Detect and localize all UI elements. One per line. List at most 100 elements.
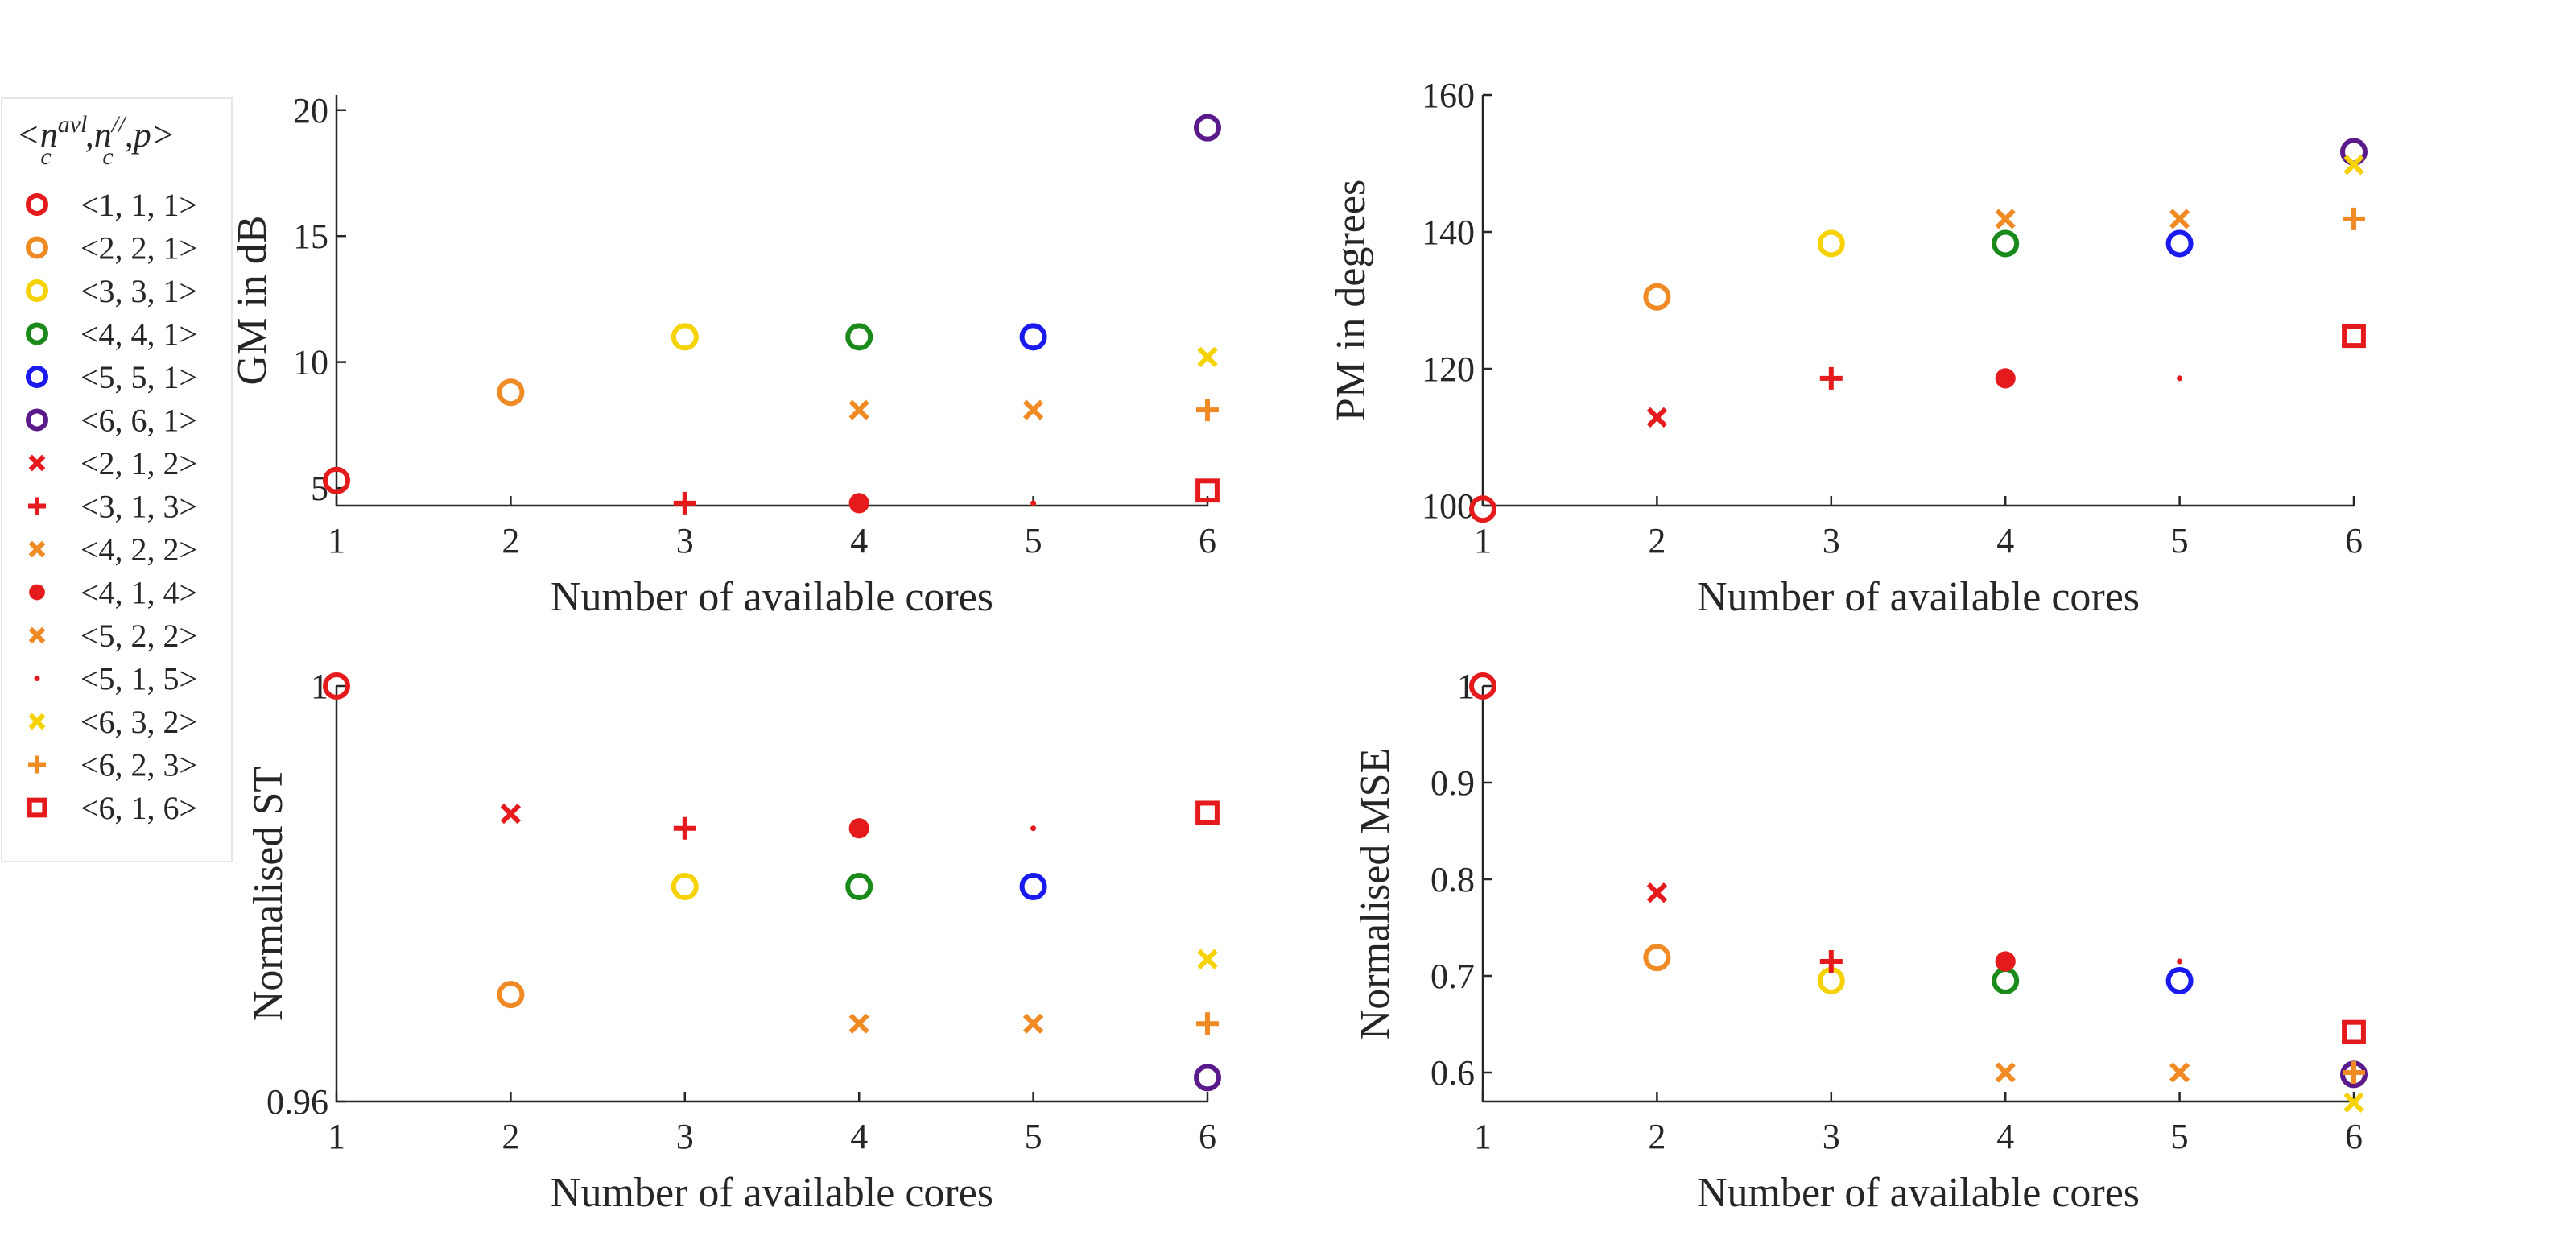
legend-item: <2, 2, 1> <box>26 230 197 267</box>
data-point <box>1646 882 1668 903</box>
data-point <box>1819 950 1843 973</box>
y-tick-label: 100 <box>1422 486 1475 526</box>
data-point <box>1030 500 1037 506</box>
data-point <box>1817 967 1845 994</box>
data-point <box>1469 672 1496 700</box>
legend-item: <6, 3, 2> <box>28 704 197 740</box>
data-point <box>1992 229 2020 258</box>
legend-marker-circle <box>26 366 48 388</box>
legend-title: <navl c,n//c,p> <box>16 111 175 170</box>
x-tick-label: 2 <box>502 1117 519 1156</box>
x-tick-label: 3 <box>1823 1117 1840 1156</box>
data-point <box>845 872 873 900</box>
data-point <box>1995 1062 2016 1083</box>
legend-item-label: <5, 1, 5> <box>80 661 197 697</box>
x-tick-label: 6 <box>2345 521 2363 560</box>
y-tick-label: 0.9 <box>1430 763 1475 803</box>
legend-item: <5, 5, 1> <box>26 359 197 395</box>
legend-item: <4, 1, 4> <box>29 575 197 611</box>
data-point <box>1992 967 2020 994</box>
x-tick-label: 5 <box>1025 1117 1042 1156</box>
data-point <box>1195 800 1220 825</box>
legend-item-label: <4, 1, 4> <box>80 575 197 611</box>
data-point <box>2177 958 2183 965</box>
legend-item: <5, 1, 5> <box>34 661 197 697</box>
legend-item-label: <5, 2, 2> <box>80 618 197 654</box>
data-point <box>1019 323 1047 351</box>
y-axis-label: PM in degrees <box>1328 180 1374 421</box>
data-point <box>1196 399 1219 422</box>
y-tick-label: 10 <box>293 343 328 382</box>
y-tick-label: 0.6 <box>1430 1053 1475 1093</box>
legend-box <box>1 97 233 862</box>
data-point <box>2165 229 2194 258</box>
data-point <box>2343 1092 2364 1113</box>
data-point <box>1646 407 1668 428</box>
data-point <box>497 981 525 1009</box>
data-point <box>1469 495 1496 523</box>
y-tick-label: 0.8 <box>1430 860 1475 899</box>
data-point <box>1995 951 2016 972</box>
legend-marker-x <box>28 454 46 472</box>
x-tick-label: 1 <box>328 521 345 560</box>
legend-item: <3, 3, 1> <box>26 273 197 309</box>
x-tick-label: 4 <box>850 1117 868 1156</box>
y-tick-label: 20 <box>293 91 328 130</box>
legend-item: <2, 1, 2> <box>28 445 197 482</box>
legend-item-label: <4, 4, 1> <box>80 316 197 353</box>
legend: <navl c,n//c,p> <1, 1, 1> <2, 2, 1> <3, 3, 1… <box>1 97 233 862</box>
y-tick-label: 160 <box>1422 76 1475 115</box>
x-tick-label: 5 <box>2171 521 2189 560</box>
legend-marker-x <box>28 540 46 558</box>
data-point <box>1030 825 1037 832</box>
x-tick-label: 3 <box>676 1117 694 1156</box>
x-axis-label: Number of available cores <box>551 574 993 620</box>
data-point <box>1022 1013 1044 1034</box>
legend-marker-x <box>28 626 46 644</box>
legend-item-label: <4, 2, 2> <box>80 531 197 568</box>
data-point <box>1197 346 1218 368</box>
data-point <box>1197 949 1218 969</box>
data-point <box>1995 368 2016 389</box>
data-point <box>848 1013 869 1034</box>
x-tick-label: 6 <box>1199 521 1216 560</box>
y-axis-label: Normalised MSE <box>1352 748 1398 1040</box>
data-point <box>1817 229 1845 258</box>
legend-item: <6, 1, 6> <box>27 790 197 826</box>
x-tick-label: 5 <box>2171 1117 2189 1156</box>
legend-item: <3, 1, 3> <box>28 489 197 525</box>
data-point <box>671 872 699 900</box>
legend-marker-circle <box>26 193 48 216</box>
legend-item-label: <6, 3, 2> <box>80 704 197 740</box>
legend-item-label: <6, 6, 1> <box>80 403 197 439</box>
x-tick-label: 3 <box>676 521 694 560</box>
data-point <box>848 493 869 514</box>
data-point <box>2343 1061 2365 1084</box>
y-tick-label: 15 <box>293 217 328 256</box>
legend-item: <4, 2, 2> <box>28 531 197 568</box>
chart-panel-4: 1 2 3 4 5 6 0.6 0.7 0.8 0.9 1 Number of available c… <box>1352 667 2368 1216</box>
data-point <box>1196 1012 1219 1035</box>
y-tick-label: 1 <box>1457 667 1475 706</box>
x-tick-label: 4 <box>1996 1117 2014 1156</box>
data-point <box>323 466 350 494</box>
x-tick-label: 4 <box>850 521 868 560</box>
legend-item: <6, 6, 1> <box>26 403 197 439</box>
x-tick-label: 1 <box>328 1117 345 1156</box>
data-point <box>2165 967 2194 994</box>
data-point <box>500 804 522 825</box>
x-tick-label: 4 <box>1996 521 2014 560</box>
y-tick-label: 140 <box>1422 213 1475 252</box>
legend-item-label: <5, 5, 1> <box>80 359 197 395</box>
legend-marker-circle <box>26 322 48 345</box>
legend-marker-circle <box>26 279 48 302</box>
data-point <box>2343 207 2365 230</box>
data-point <box>1194 1064 1221 1092</box>
legend-marker-point <box>34 676 40 681</box>
legend-marker-dot <box>29 584 45 601</box>
legend-item-label: <3, 3, 1> <box>80 273 197 309</box>
x-tick-label: 1 <box>1474 1117 1492 1156</box>
legend-marker-circle <box>26 236 48 259</box>
